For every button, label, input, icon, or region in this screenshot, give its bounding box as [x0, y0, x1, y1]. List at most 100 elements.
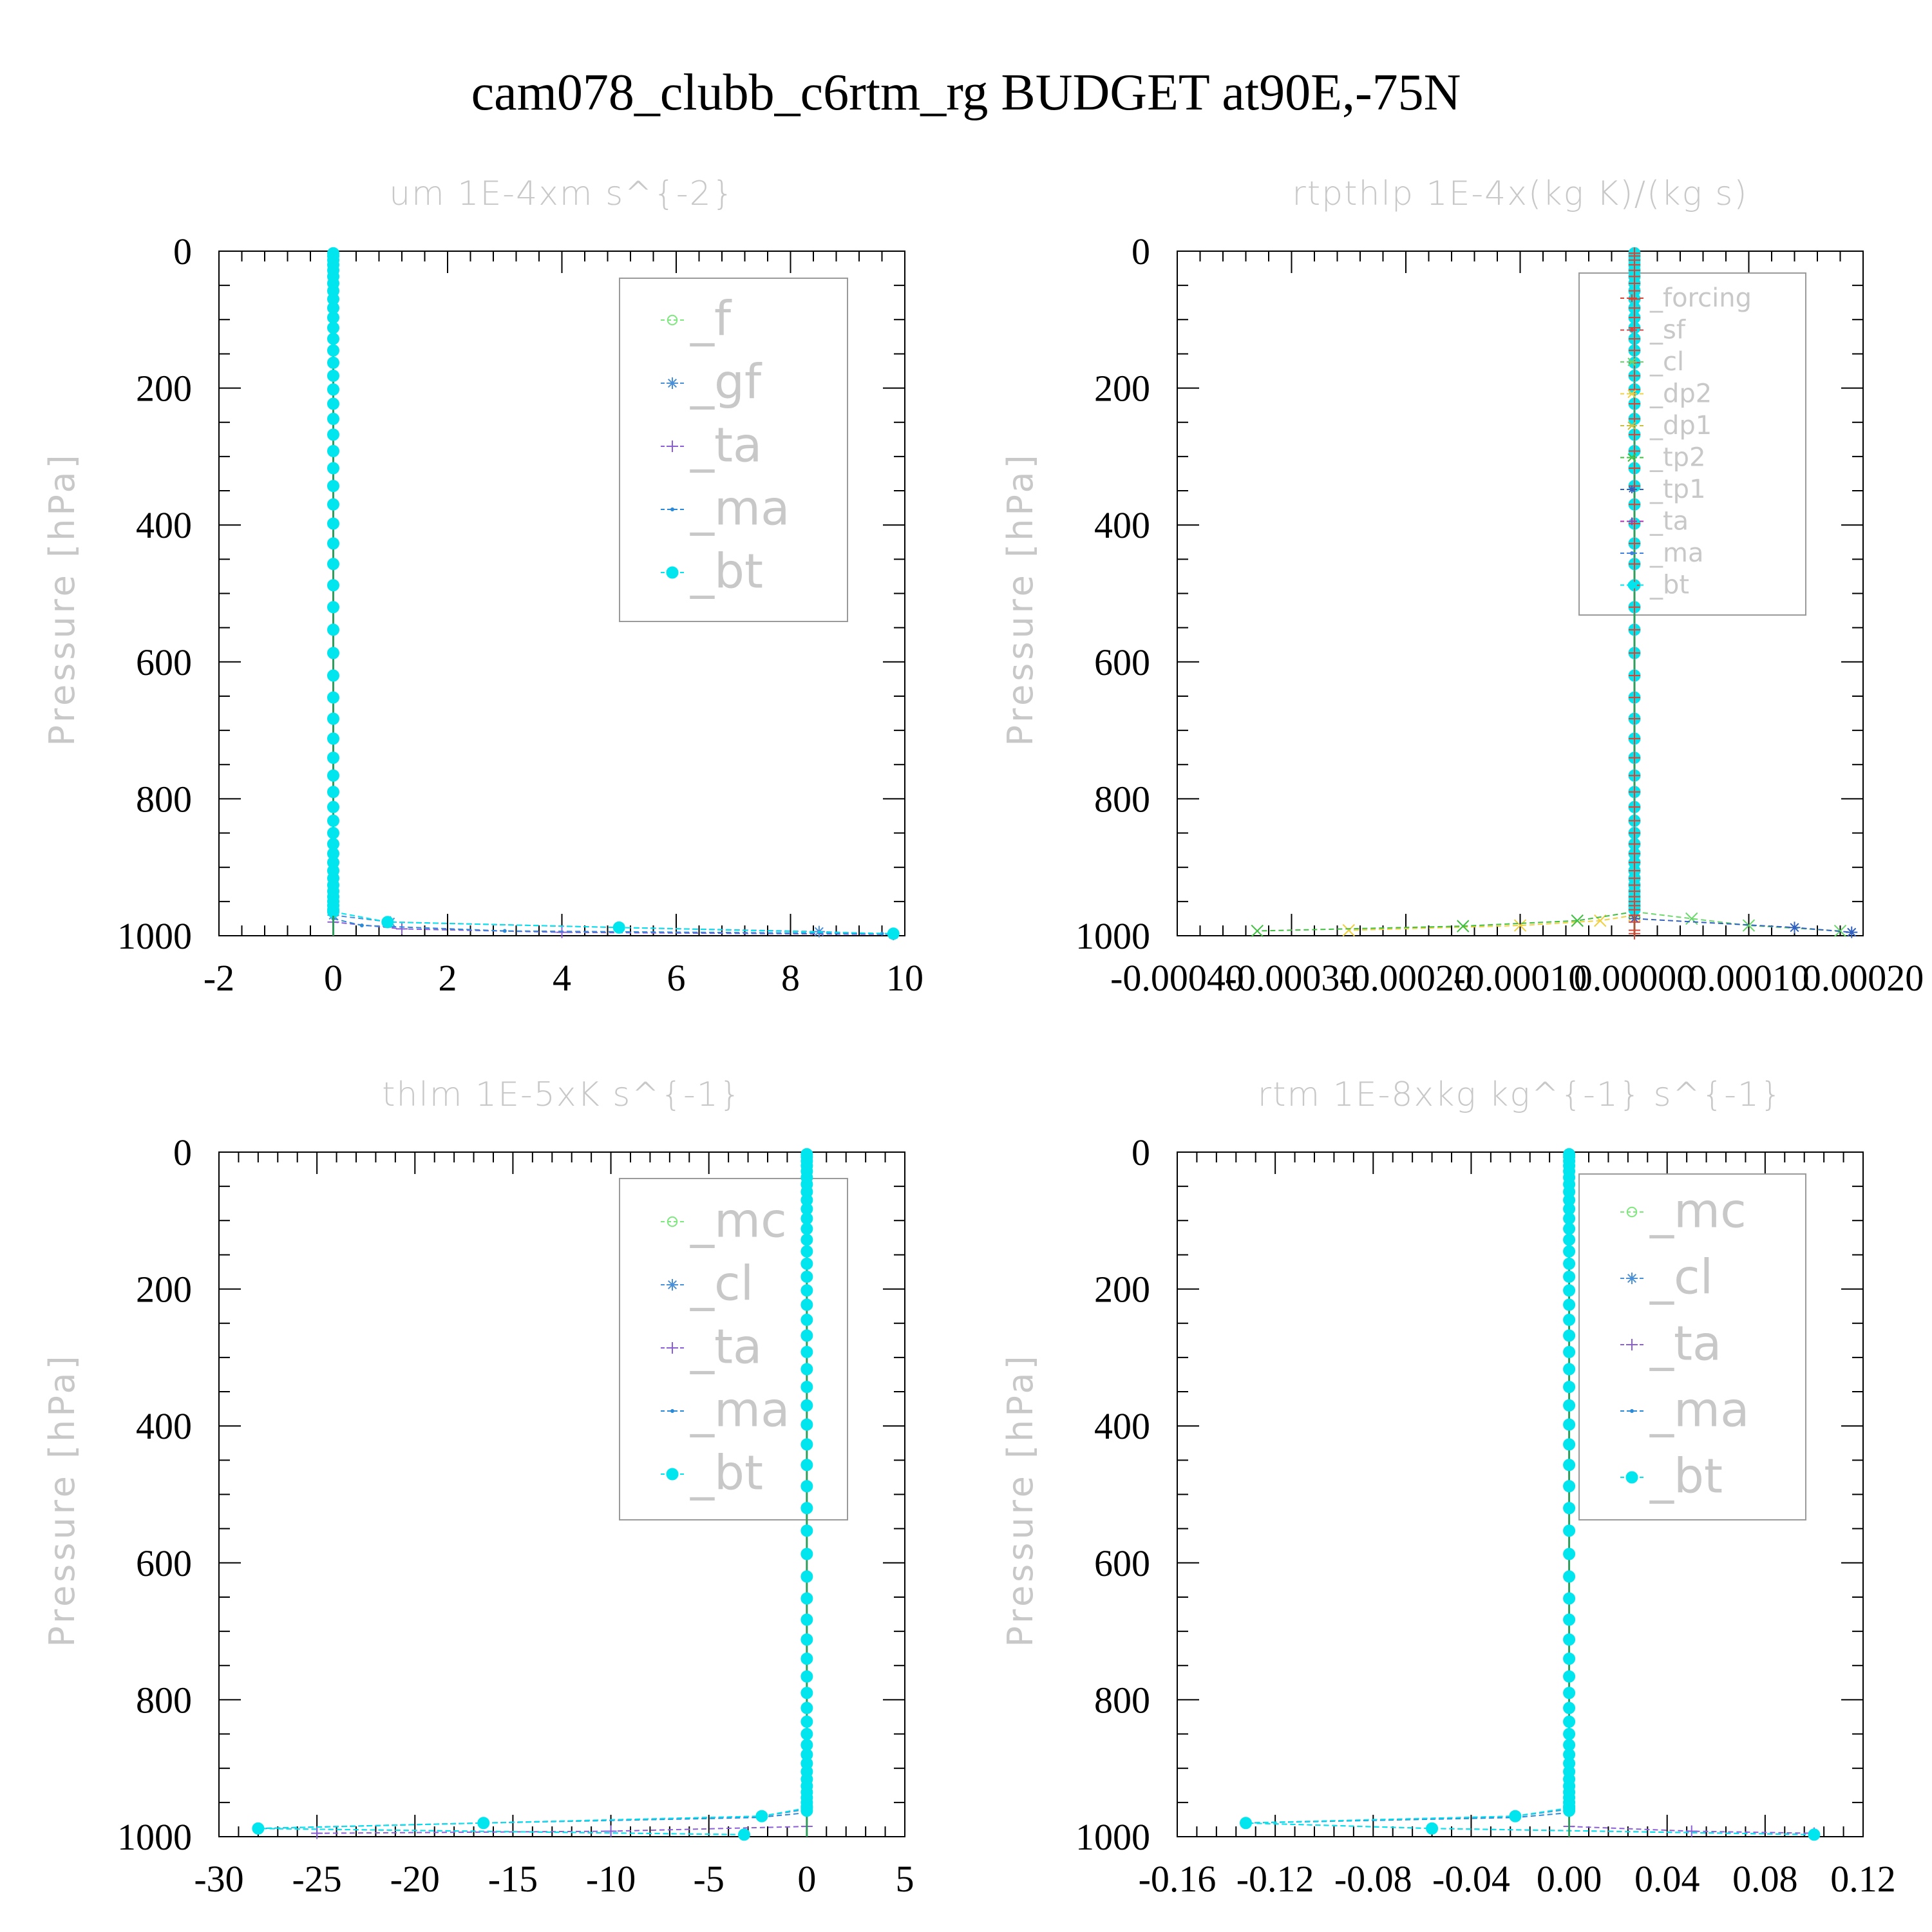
- profile-point: [1563, 1257, 1576, 1270]
- legend-marker: [667, 440, 678, 452]
- profile-point: [327, 691, 339, 704]
- profile-point: [1629, 801, 1640, 813]
- profile-point: [327, 558, 339, 571]
- profile-point: [327, 480, 339, 493]
- data-point: [1240, 1817, 1252, 1830]
- data-point: [556, 926, 568, 938]
- data-point: [1808, 1828, 1821, 1841]
- profile-point: [800, 1245, 813, 1258]
- x-tick-label: 0.08: [1732, 1858, 1798, 1900]
- legend-marker: [1630, 328, 1634, 332]
- series-line: [1569, 1826, 1814, 1834]
- profile-point: [800, 1687, 813, 1700]
- data-point: [1594, 914, 1607, 927]
- x-tick-label: -10: [586, 1858, 636, 1900]
- legend-marker: [1627, 453, 1636, 462]
- legend-marker: [1626, 1273, 1638, 1284]
- series-line: [1634, 911, 1841, 932]
- profile-point: [1629, 518, 1640, 530]
- data-point: [1833, 924, 1847, 938]
- x-tick-label: 0.00010: [1688, 957, 1810, 999]
- panel-2: rtpthlp 1E-4x(kg K)/(kg s) Pressure [hPa]…: [1000, 175, 1924, 999]
- profile-point: [800, 1548, 813, 1560]
- profile-point: [327, 601, 339, 614]
- x-tick-label: -0.00030: [1225, 957, 1359, 999]
- y-tick-label: 800: [136, 778, 192, 820]
- legend-label: _tp2: [1649, 442, 1706, 472]
- figure-title: cam078_clubb_c6rtm_rg BUDGET at90E,-75N: [471, 64, 1461, 121]
- profile-point: [327, 786, 339, 799]
- legend-marker: [667, 314, 678, 326]
- data-point: [311, 1827, 323, 1839]
- profile-point: [1563, 1233, 1576, 1246]
- profile-point: [800, 1728, 813, 1741]
- profile-point: [800, 1222, 813, 1235]
- profile-point: [800, 1329, 813, 1342]
- legend-marker: [1627, 357, 1636, 366]
- profile-point: [1629, 927, 1640, 940]
- legend-marker: [667, 377, 678, 389]
- profile-point: [1563, 1633, 1576, 1646]
- x-tick-label: 0.00: [1537, 1858, 1602, 1900]
- x-tick-label: 6: [667, 957, 686, 999]
- series-line: [1257, 911, 1635, 932]
- profile-point: [800, 1653, 813, 1665]
- x-tick-label: 0.04: [1634, 1858, 1700, 1900]
- legend-label: _dp1: [1649, 411, 1712, 440]
- x-tick-label: -2: [204, 957, 234, 999]
- profile-point: [1629, 670, 1640, 682]
- profile-point: [800, 1502, 813, 1515]
- profile-point: [800, 1257, 813, 1270]
- profile-point: [327, 814, 339, 827]
- profile-point: [1629, 815, 1640, 827]
- profile-point: [1629, 558, 1640, 570]
- panel-4: rtm 1E-8xkg kg^{-1} s^{-1} Pressure [hPa]…: [1000, 1075, 1896, 1900]
- profile-point: [327, 732, 339, 745]
- profile-point: [800, 1363, 813, 1376]
- data-point: [381, 916, 394, 929]
- profile-point: [1563, 1502, 1576, 1515]
- y-tick-label: 800: [1094, 1679, 1150, 1721]
- legend-marker: [1627, 421, 1636, 430]
- panel-title: um 1E-4xm s^{-2}: [389, 175, 735, 213]
- series-line: [258, 1812, 807, 1830]
- profile-point: [1629, 752, 1640, 764]
- y-tick-label: 0: [173, 231, 192, 272]
- legend-marker: [1626, 1206, 1638, 1218]
- profile-point: [1629, 398, 1640, 410]
- profile-point: [327, 623, 339, 636]
- panel-1: um 1E-4xm s^{-2} Pressure [hPa] 0 200 400 600…: [42, 175, 923, 999]
- profile-point: [327, 669, 339, 682]
- legend-marker: [1628, 517, 1636, 526]
- profile-point: [327, 537, 339, 550]
- profile-point: [800, 1233, 813, 1246]
- data-point: [359, 923, 364, 928]
- data-point: [605, 1825, 617, 1837]
- profile-point: [1563, 1298, 1576, 1311]
- profile-point: [1563, 1653, 1576, 1665]
- legend-marker: [1627, 581, 1636, 589]
- profile-point: [1629, 732, 1640, 744]
- profile-point: [800, 1592, 813, 1605]
- profile-point: [800, 1633, 813, 1646]
- profile-point: [1629, 623, 1640, 636]
- data-point: [1742, 919, 1756, 932]
- legend-label: _gf: [690, 355, 762, 410]
- profile-point: [800, 1212, 813, 1225]
- profile-point: [1563, 1804, 1576, 1817]
- data-point: [1251, 924, 1264, 938]
- profile-point: [1629, 770, 1640, 782]
- profile-point: [1563, 1245, 1576, 1258]
- legend-marker: [1628, 486, 1636, 493]
- data-point: [1788, 922, 1801, 934]
- y-tick-label: 600: [136, 1542, 192, 1584]
- x-tick-label: -0.08: [1334, 1858, 1412, 1900]
- legend-label: _dp2: [1649, 379, 1712, 408]
- profile-point: [327, 332, 339, 345]
- x-tick-label: -0.12: [1236, 1858, 1314, 1900]
- legend-marker: [666, 566, 679, 579]
- profile-point: [800, 1670, 813, 1683]
- legend-label: _tp1: [1649, 475, 1706, 504]
- profile-point: [327, 462, 339, 475]
- profile-point: [327, 383, 339, 396]
